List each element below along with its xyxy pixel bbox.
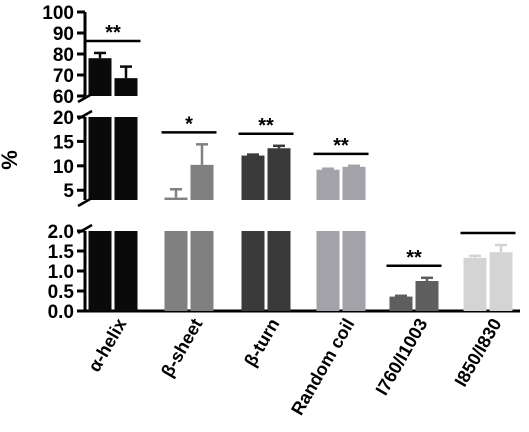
bar-1 bbox=[164, 197, 188, 200]
y-tick-label: 1.0 bbox=[48, 262, 74, 283]
bar-1 bbox=[164, 231, 188, 311]
bar-1 bbox=[88, 231, 112, 311]
y-tick-label: 0.5 bbox=[48, 282, 75, 303]
bar-1 bbox=[88, 117, 112, 200]
bar-2 bbox=[190, 231, 214, 311]
bar-2 bbox=[114, 117, 138, 200]
y-tick-label: 5 bbox=[63, 181, 74, 202]
y-tick-label: 20 bbox=[53, 108, 74, 129]
axis-break-mark bbox=[77, 109, 93, 121]
category-label: I760/I1003 bbox=[372, 315, 432, 399]
category-label: β-sheet bbox=[157, 315, 206, 380]
bar-1 bbox=[241, 231, 265, 311]
significance-label: ** bbox=[406, 247, 422, 269]
y-tick-label: 100 bbox=[42, 3, 74, 24]
significance-label: ** bbox=[105, 22, 121, 44]
bar-2 bbox=[489, 252, 513, 311]
axis-break-mark bbox=[77, 196, 93, 208]
y-tick-label: 70 bbox=[53, 66, 74, 87]
axis-break-gap bbox=[77, 202, 511, 229]
bar-2 bbox=[342, 231, 366, 311]
bar-2 bbox=[415, 281, 439, 311]
y-tick-label: 0.0 bbox=[48, 302, 74, 323]
bar-2 bbox=[267, 148, 291, 200]
bar-1 bbox=[88, 58, 112, 96]
significance-label: * bbox=[185, 113, 193, 135]
bar-1 bbox=[241, 155, 265, 200]
significance-label: ** bbox=[258, 115, 274, 137]
bar-1 bbox=[316, 231, 340, 311]
y-tick-label: 60 bbox=[53, 87, 74, 108]
y-tick-label: 2.0 bbox=[48, 222, 74, 243]
y-tick-label: 90 bbox=[53, 24, 74, 45]
axis-break-mark bbox=[77, 92, 93, 104]
bar-2 bbox=[114, 78, 138, 96]
category-label: α-helix bbox=[84, 315, 130, 375]
bar-1 bbox=[463, 257, 487, 311]
bar-2 bbox=[114, 231, 138, 311]
bar-1 bbox=[389, 296, 413, 311]
bar-1 bbox=[316, 169, 340, 200]
y-tick-label: 1.5 bbox=[48, 242, 75, 263]
bar-2 bbox=[190, 164, 214, 200]
y-tick-label: 10 bbox=[53, 157, 74, 178]
category-label: Random coil bbox=[287, 315, 358, 419]
bar-2 bbox=[342, 166, 366, 200]
y-tick-label: 15 bbox=[53, 132, 75, 153]
axis-break-gap bbox=[77, 98, 511, 115]
category-label: β-turn bbox=[240, 315, 283, 370]
category-label: I850/I830 bbox=[451, 315, 506, 390]
significance-label: ** bbox=[333, 135, 349, 157]
y-axis-label: % bbox=[0, 150, 22, 170]
axis-break-mark bbox=[77, 223, 93, 235]
bar-2 bbox=[267, 231, 291, 311]
y-tick-label: 80 bbox=[53, 45, 74, 66]
